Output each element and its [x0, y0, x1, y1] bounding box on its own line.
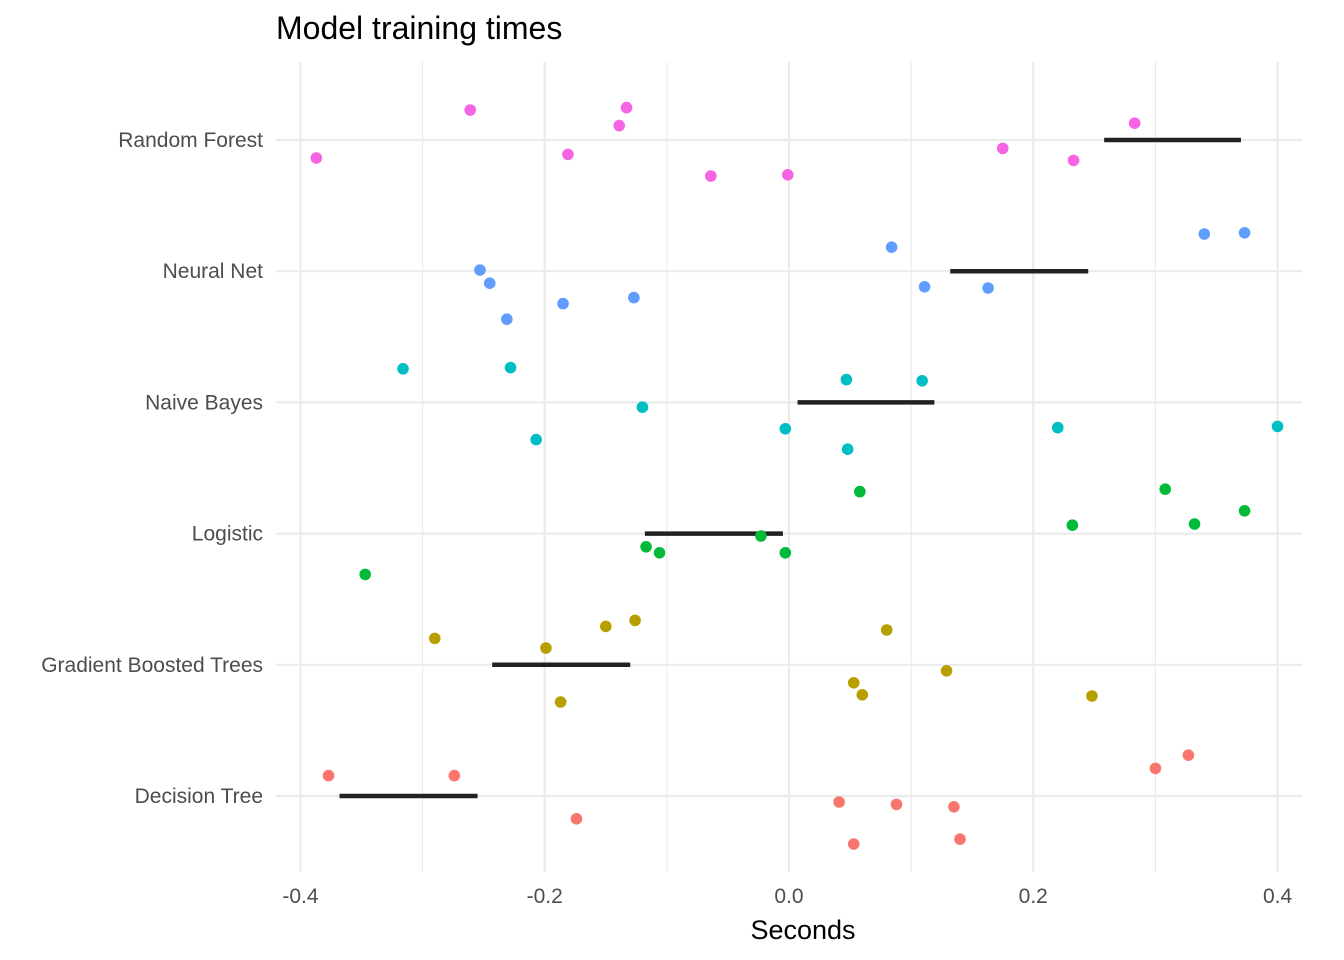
data-point: [1182, 749, 1195, 761]
x-axis-title: Seconds: [750, 915, 855, 945]
data-point: [613, 119, 626, 132]
data-point: [847, 677, 860, 689]
data-point: [1149, 762, 1162, 775]
data-point: [833, 796, 845, 808]
data-point: [397, 363, 409, 375]
data-point: [996, 142, 1009, 155]
y-tick-label: Naive Bayes: [145, 391, 263, 414]
data-point: [781, 169, 794, 181]
data-point: [629, 614, 641, 627]
data-point: [504, 361, 517, 374]
data-point: [530, 433, 542, 446]
data-point: [1066, 519, 1079, 531]
chart-title: Model training times: [276, 10, 562, 46]
x-tick-label: 0.2: [1019, 885, 1048, 908]
data-point: [948, 801, 960, 813]
data-point: [554, 696, 567, 708]
data-point: [310, 152, 323, 164]
mean-bars: [339, 137, 1241, 799]
data-point: [540, 642, 552, 654]
data-point: [916, 375, 928, 387]
data-point: [636, 401, 649, 414]
data-point: [483, 277, 496, 290]
data-point: [779, 423, 792, 435]
data-point: [1238, 227, 1251, 239]
data-point: [448, 769, 461, 782]
data-point: [940, 665, 953, 677]
y-tick-label: Random Forest: [118, 129, 263, 152]
data-point: [705, 170, 717, 182]
data-point: [880, 624, 893, 636]
data-point: [954, 833, 966, 845]
data-point: [840, 373, 853, 386]
data-points: [310, 101, 1284, 850]
data-point: [620, 101, 633, 114]
data-point: [322, 769, 335, 782]
y-tick-label: Gradient Boosted Trees: [41, 654, 263, 677]
data-point: [1051, 421, 1064, 434]
data-point: [1067, 154, 1080, 167]
data-point: [885, 241, 898, 253]
x-tick-label: 0.4: [1263, 885, 1293, 908]
data-point: [982, 282, 994, 294]
data-point: [428, 632, 441, 645]
data-point: [1086, 690, 1098, 702]
data-point: [359, 568, 371, 581]
data-point: [570, 813, 583, 825]
data-point: [1238, 505, 1251, 517]
data-point: [464, 104, 477, 116]
data-point: [779, 547, 792, 559]
data-point: [501, 313, 513, 326]
data-point: [890, 798, 903, 811]
x-tick-label: -0.2: [527, 885, 563, 908]
data-point: [918, 281, 931, 293]
data-point: [841, 443, 854, 456]
x-tick-label: -0.4: [282, 885, 319, 908]
data-point: [1159, 483, 1171, 496]
y-axis-ticks: Decision Tree Gradient Boosted Trees Logis…: [41, 129, 263, 808]
y-tick-label: Neural Net: [163, 260, 264, 283]
data-point: [474, 264, 486, 276]
data-point: [755, 530, 767, 542]
data-point: [1198, 228, 1211, 240]
data-point: [847, 838, 860, 850]
data-point: [854, 485, 866, 498]
data-point: [1271, 420, 1284, 433]
data-point: [628, 291, 640, 304]
data-point: [562, 148, 574, 161]
data-point: [557, 297, 569, 310]
y-tick-label: Decision Tree: [135, 785, 263, 808]
data-point: [1188, 518, 1201, 530]
data-point: [1128, 117, 1141, 129]
x-tick-label: 0.0: [774, 885, 803, 908]
y-tick-label: Logistic: [192, 523, 263, 546]
data-point: [640, 541, 652, 553]
x-axis-ticks: -0.4 -0.2 0.0 0.2 0.4: [282, 885, 1292, 908]
data-point: [599, 620, 612, 633]
data-point: [856, 689, 869, 701]
grid: [276, 62, 1302, 872]
data-point: [653, 547, 666, 559]
